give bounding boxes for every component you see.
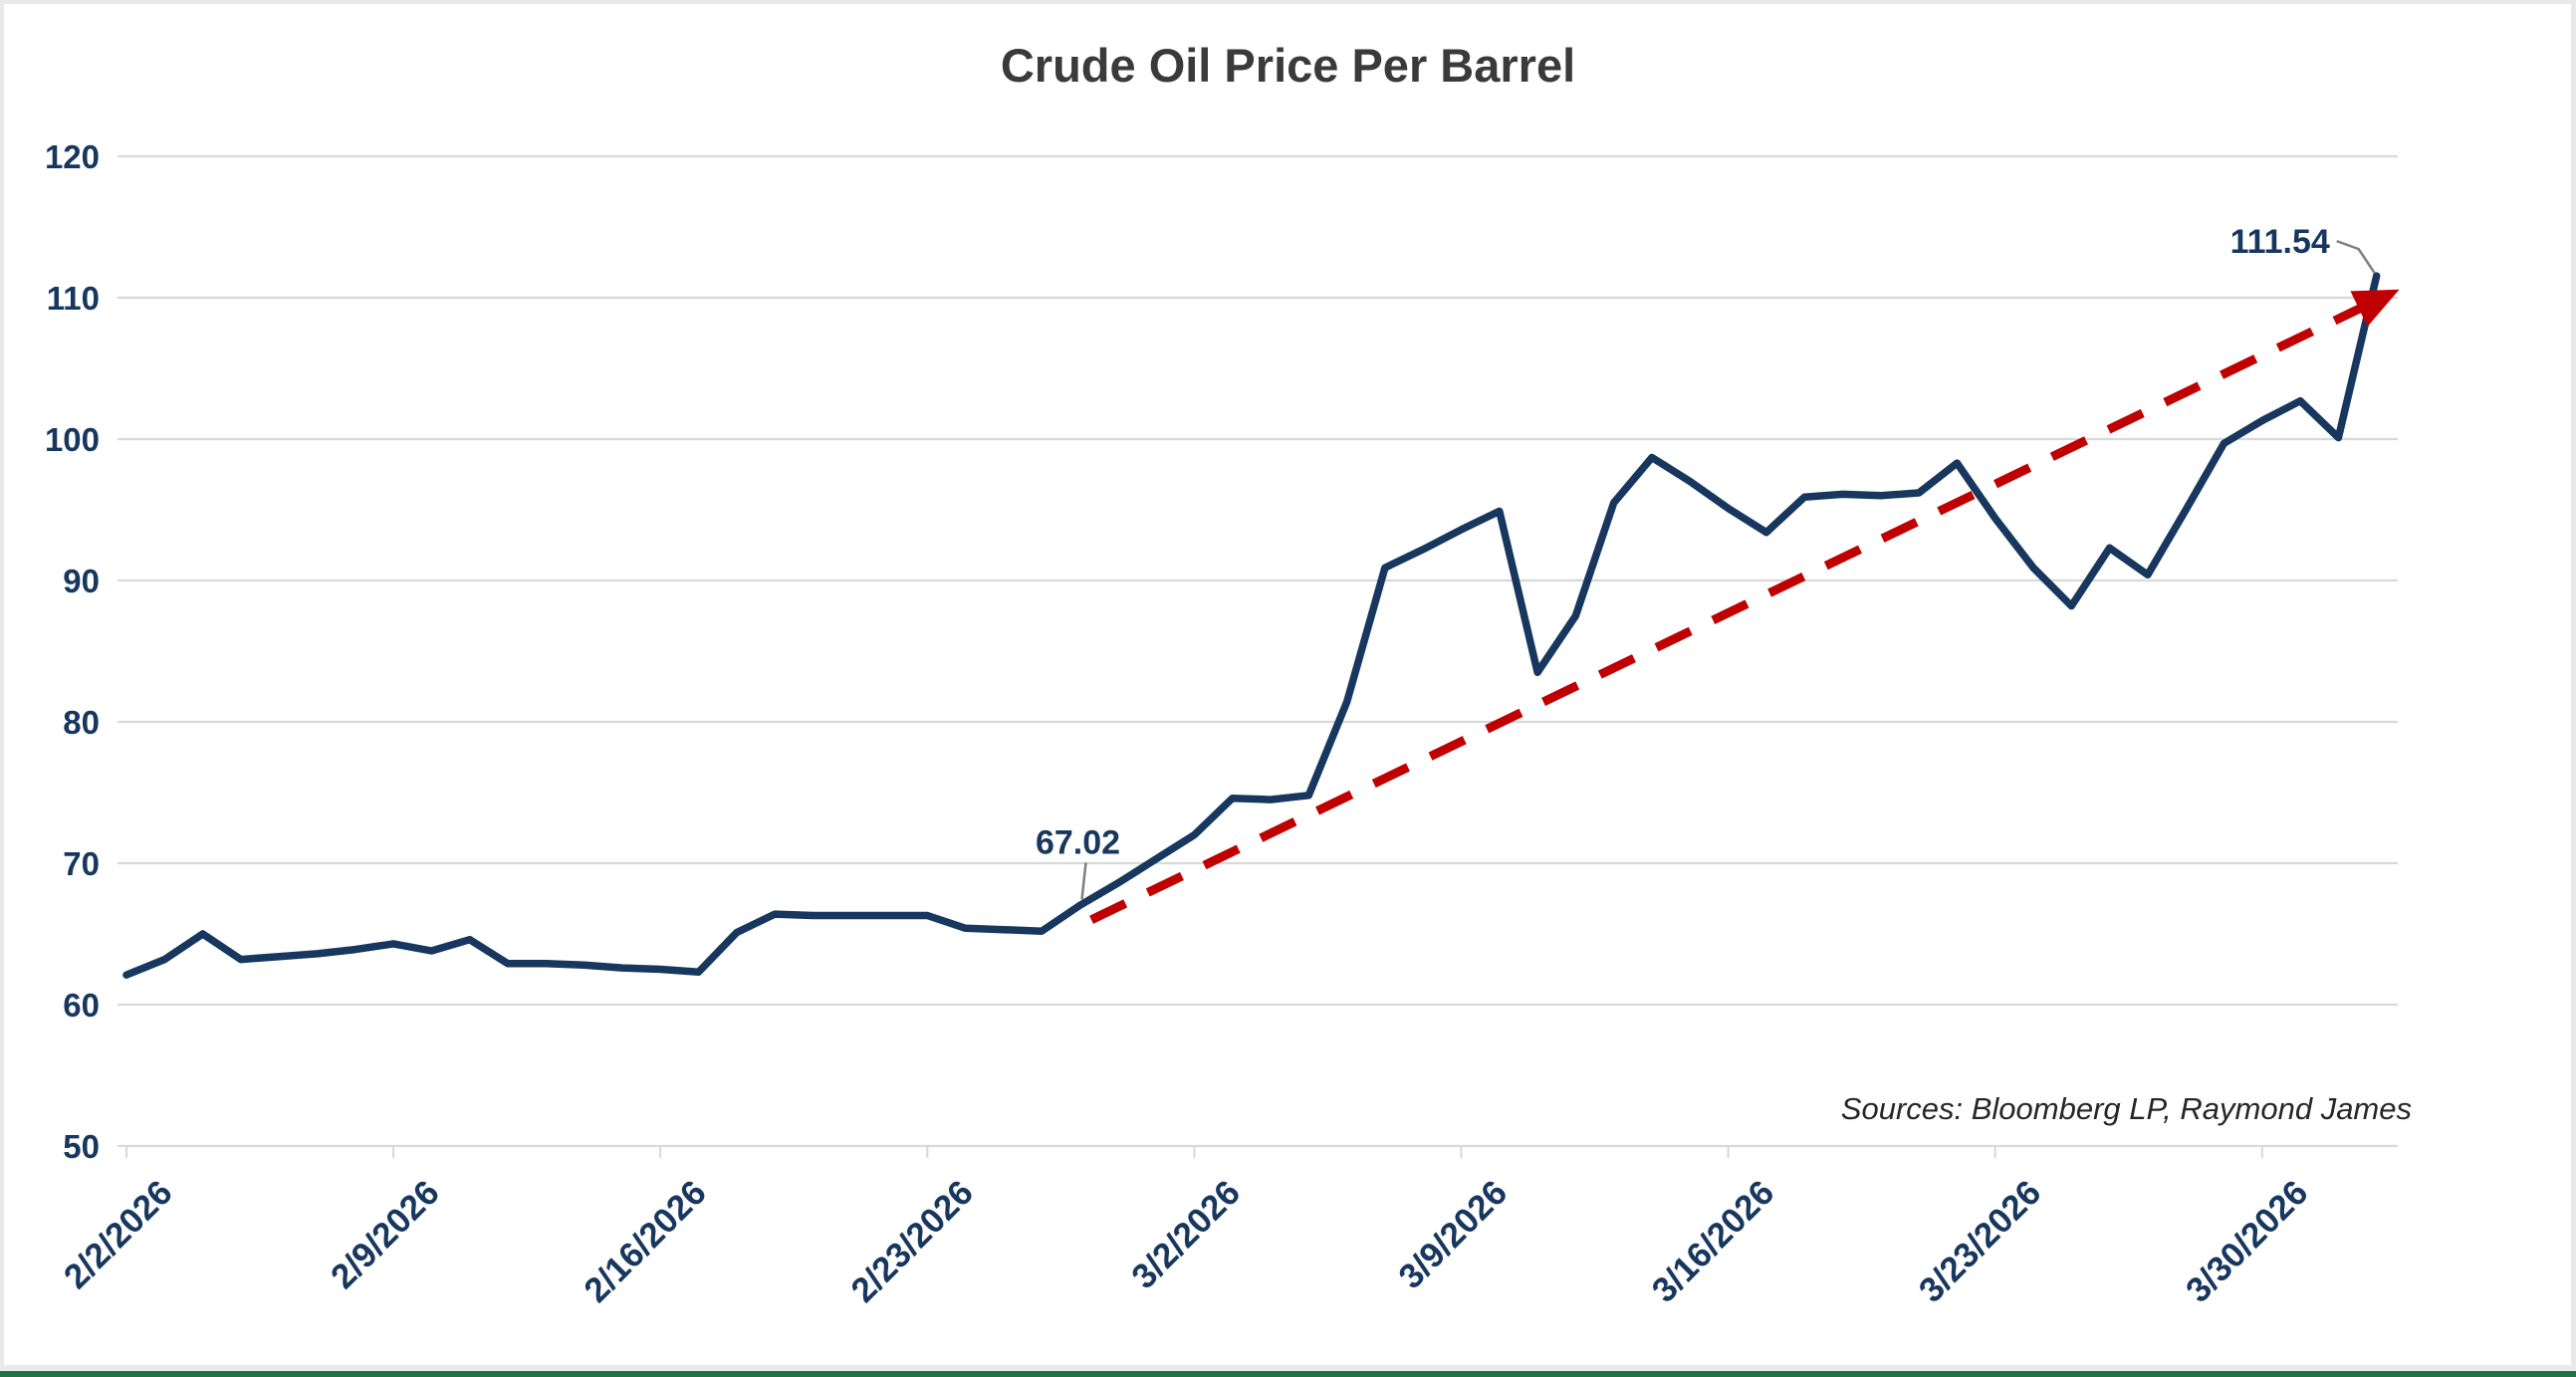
source-note: Sources: Bloomberg LP, Raymond James	[1840, 1091, 2412, 1126]
data-label-end: 111.54	[2230, 223, 2330, 261]
x-axis-label: 3/23/2026	[1912, 1173, 2049, 1310]
frame-accent-bar	[0, 1371, 2576, 1377]
frame-border-top	[0, 0, 2576, 4]
trendline-dashed	[1089, 289, 2400, 924]
data-label-start: 67.02	[1036, 823, 1120, 861]
annotation-leader-line	[1080, 862, 1087, 900]
y-axis-label: 90	[63, 563, 100, 599]
y-axis-label: 60	[63, 987, 100, 1024]
y-axis-label: 50	[63, 1128, 100, 1165]
x-axis-label: 2/2/2026	[57, 1173, 180, 1296]
chart-title: Crude Oil Price Per Barrel	[1000, 39, 1576, 92]
frame-border-left	[0, 0, 4, 1377]
x-axis-label: 3/16/2026	[1645, 1173, 1782, 1310]
y-axis-label: 110	[47, 280, 100, 317]
annotation-leader-line	[2336, 239, 2376, 274]
x-axis-label: 2/23/2026	[843, 1173, 981, 1310]
x-axis-label: 3/30/2026	[2179, 1173, 2316, 1310]
y-axis-label: 120	[45, 138, 100, 175]
y-axis-label: 70	[63, 845, 100, 882]
y-axis-label: 80	[63, 704, 100, 741]
y-axis-label: 100	[45, 421, 100, 458]
x-axis-label: 2/9/2026	[324, 1173, 447, 1296]
x-axis-label: 3/9/2026	[1391, 1173, 1515, 1296]
frame-border-bottom	[0, 1365, 2576, 1371]
price-series-line	[122, 272, 2381, 979]
x-axis-label: 2/16/2026	[577, 1173, 714, 1310]
frame-border-right	[2571, 0, 2576, 1377]
x-axis-label: 3/2/2026	[1124, 1173, 1248, 1296]
